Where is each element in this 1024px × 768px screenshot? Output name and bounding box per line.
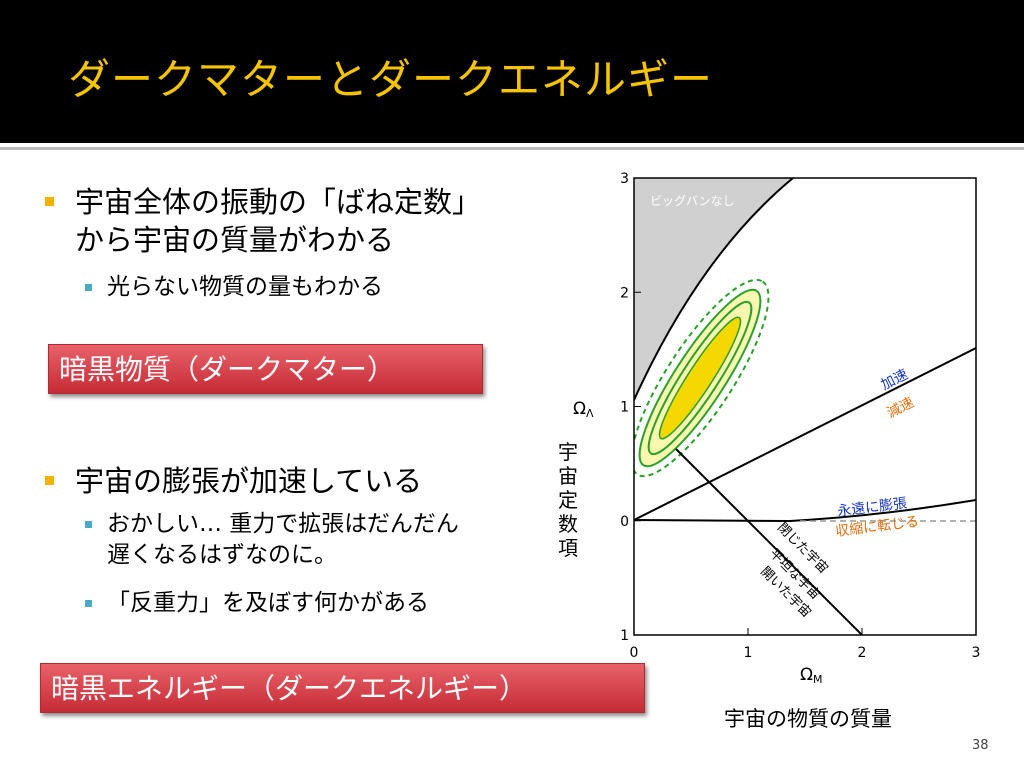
y-symbol: ΩΛ: [573, 399, 594, 420]
annotation: 減速: [884, 394, 917, 422]
x-title: 宇宙の物質の質量: [724, 707, 892, 731]
callout: 暗黒物質（ダークマター）: [48, 344, 483, 394]
symbol: Ω: [800, 665, 813, 685]
contour: [658, 316, 742, 440]
bullet: 宇宙全体の振動の「ばね定数」 から宇宙の質量がわかる: [44, 183, 482, 259]
y-title: 宇宙定数項: [558, 440, 578, 560]
expansion-line: [634, 499, 976, 523]
x-tick-label: 3: [972, 645, 981, 661]
text: おかしい… 重力で拡張はだんだん: [107, 511, 459, 537]
text: 光らない物質の量もわかる: [107, 274, 383, 300]
y-tick-label: 1: [620, 400, 629, 416]
page-number: 38: [972, 738, 989, 753]
text: 宇宙の膨張が加速している: [75, 464, 423, 498]
flat-line: [675, 448, 863, 635]
text: 宇宙全体の振動の「ばね定数」: [75, 185, 482, 219]
x-symbol: ΩM: [800, 665, 823, 686]
x-tick-label: 1: [744, 645, 753, 661]
boundary: [634, 178, 794, 401]
rule: [0, 147, 1024, 150]
no-big-bang-region: [634, 178, 793, 400]
annotation: ビッグバンなし: [650, 194, 735, 208]
y-tick-label: 1: [620, 628, 629, 644]
x-tick-label: 0: [630, 645, 639, 661]
y-tick-label: 2: [620, 285, 629, 301]
header: ダークマターとダークエネルギー: [0, 0, 1024, 143]
bullet: 宇宙の膨張が加速している: [44, 462, 423, 500]
callout: 暗黒エネルギー（ダークエネルギー）: [40, 663, 645, 713]
sub-bullet: 「反重力」を及ぼす何かがある: [85, 588, 429, 619]
text: 「反重力」を及ぼす何かがある: [107, 590, 429, 616]
subscript: M: [813, 673, 823, 686]
title: ダークマターとダークエネルギー: [68, 55, 714, 104]
text: 遅くなるはずなのに。: [107, 542, 337, 568]
symbol: Ω: [573, 399, 586, 419]
x-tick-label: 2: [858, 645, 867, 661]
accel-line: [634, 347, 976, 521]
plot-area: [634, 178, 976, 635]
y-tick-label: 0: [620, 514, 629, 530]
y-tick-label: 3: [620, 171, 629, 187]
text: から宇宙の質量がわかる: [75, 223, 395, 257]
sub-bullet: おかしい… 重力で拡張はだんだん 遅くなるはずなのに。: [85, 509, 459, 571]
subscript: Λ: [586, 407, 594, 420]
sub-bullet: 光らない物質の量もわかる: [85, 272, 383, 303]
